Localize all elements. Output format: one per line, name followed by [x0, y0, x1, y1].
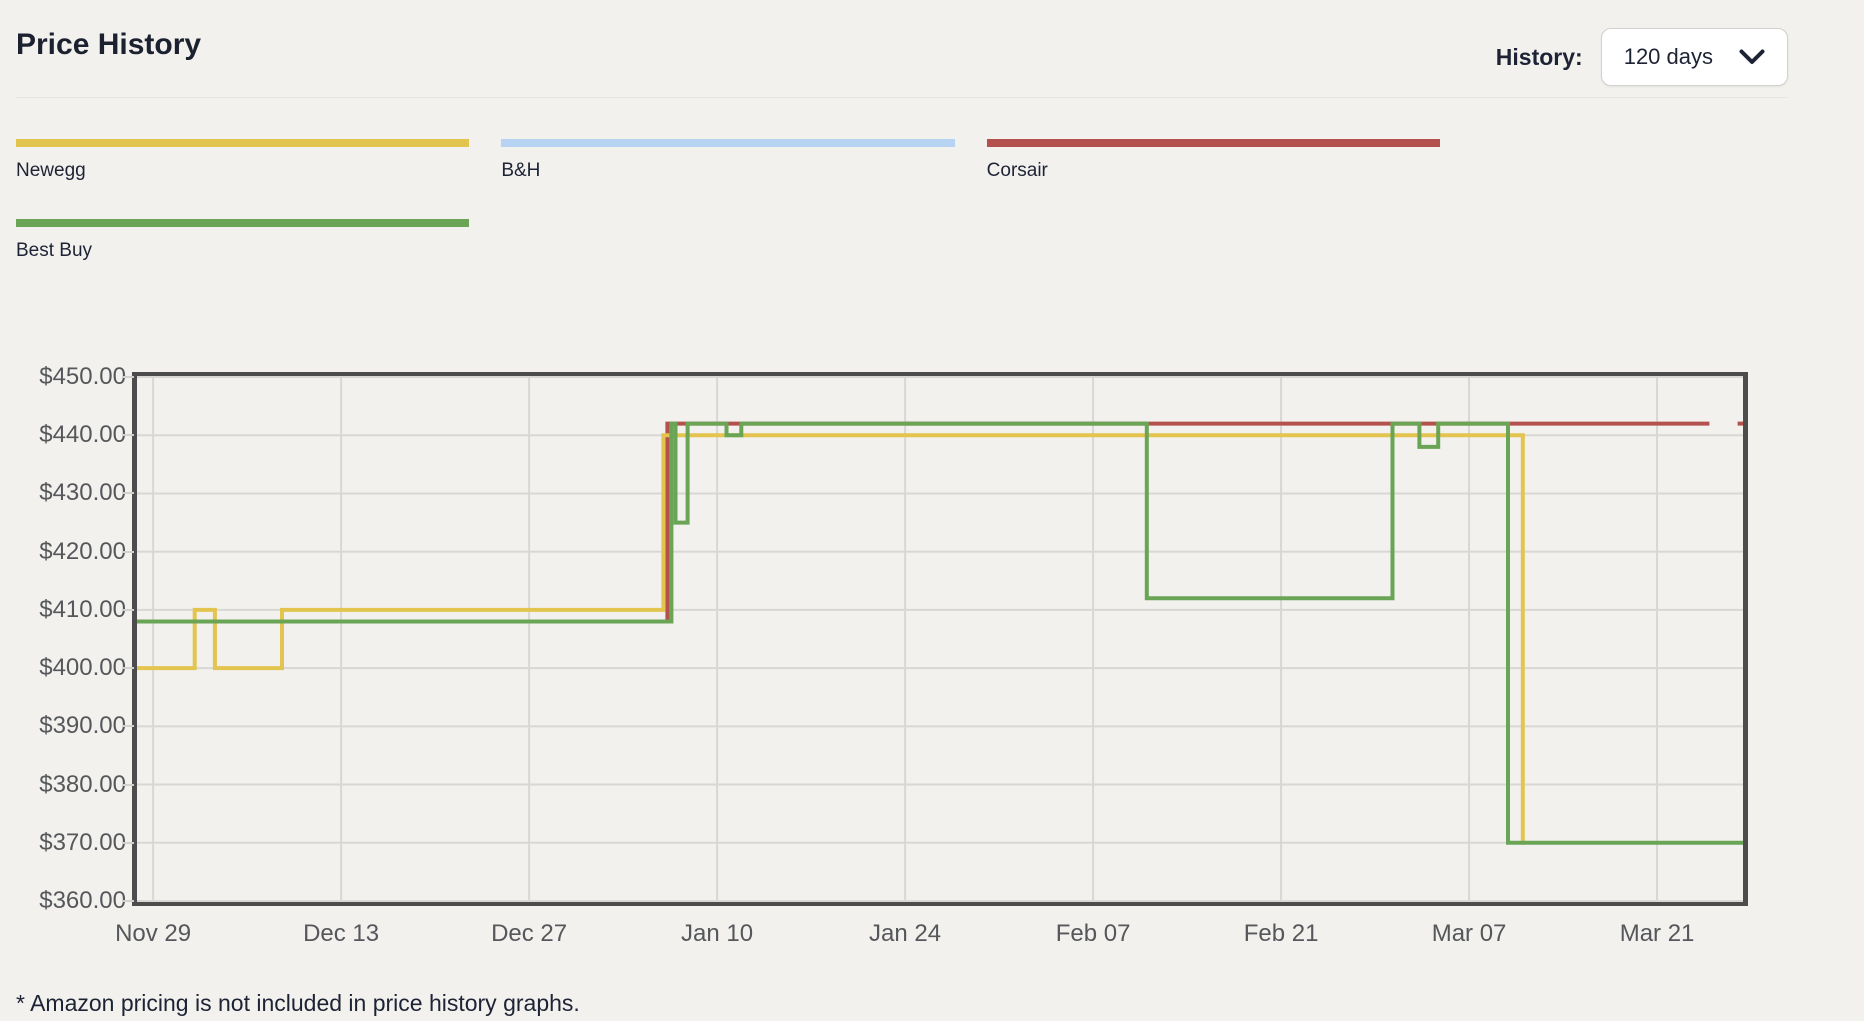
legend-swatch [501, 139, 955, 147]
legend-label: B&H [501, 160, 541, 181]
y-tick-label: $440.00 [39, 421, 126, 449]
y-tick-mark [122, 783, 134, 786]
x-tick-label: Dec 13 [303, 920, 380, 947]
y-axis-labels: $450.00 $440.00 $430.00 $420.00 $410.00 $400.… [0, 363, 126, 914]
y-tick-mark [122, 608, 134, 611]
y-tick-label: $370.00 [39, 828, 126, 856]
y-tick-label: $450.00 [39, 363, 126, 390]
legend-swatch [16, 219, 470, 227]
y-tick-label: $380.00 [39, 770, 126, 798]
legend-label: Best Buy [16, 240, 93, 261]
y-tick-mark [122, 492, 134, 495]
y-tick-mark [122, 376, 134, 378]
y-tick-mark [122, 667, 134, 670]
legend-item-best-buy[interactable]: Best Buy [16, 219, 470, 264]
y-tick-mark [122, 900, 134, 902]
page-title: Price History [16, 28, 202, 61]
series-line-corsair [137, 421, 1710, 624]
legend-item-corsair[interactable]: Corsair [986, 139, 1440, 184]
amazon-footnote: * Amazon pricing is not included in pric… [16, 990, 580, 1016]
y-tick-mark [122, 725, 134, 728]
history-select[interactable]: 120 days [1600, 28, 1788, 86]
y-tick-label: $400.00 [39, 654, 126, 682]
history-select-value: 120 days [1623, 44, 1713, 69]
chart-legend: Newegg B&H Corsair Best Buy [16, 139, 1440, 264]
series-line-best-buy [137, 421, 1743, 845]
y-tick-label: $360.00 [39, 887, 126, 914]
x-tick-label: Nov 29 [115, 920, 192, 947]
legend-label: Corsair [986, 160, 1048, 181]
y-tick-label: $420.00 [39, 537, 126, 565]
y-tick-label: $410.00 [39, 595, 126, 623]
chevron-down-icon [1739, 49, 1765, 64]
x-tick-label: Jan 24 [869, 920, 942, 947]
history-label: History: [1495, 43, 1583, 70]
chart-svg [137, 376, 1743, 902]
y-tick-label: $390.00 [39, 712, 126, 740]
y-tick-label: $430.00 [39, 479, 126, 507]
legend-label: Newegg [16, 160, 86, 181]
legend-item-newegg[interactable]: Newegg [16, 139, 470, 184]
header-divider [16, 97, 1788, 98]
series-line-newegg [137, 433, 1526, 845]
x-axis-labels: Nov 29 Dec 13 Dec 27 Jan 10 Jan 24 Feb 07 Feb … [115, 920, 1743, 950]
x-tick-label: Dec 27 [491, 920, 568, 947]
legend-swatch [986, 139, 1440, 147]
y-tick-mark [122, 841, 134, 844]
legend-swatch [16, 139, 470, 147]
x-tick-label: Mar 21 [1619, 920, 1695, 947]
price-history-chart[interactable] [132, 372, 1748, 906]
history-control: History: 120 days [1496, 28, 1788, 86]
gridlines [137, 376, 1743, 902]
x-tick-label: Jan 10 [681, 920, 754, 947]
x-tick-label: Feb 07 [1055, 920, 1131, 947]
legend-item-b-h[interactable]: B&H [501, 139, 955, 184]
y-tick-mark [122, 434, 134, 437]
x-tick-label: Feb 21 [1243, 920, 1319, 947]
x-tick-label: Mar 07 [1431, 920, 1507, 947]
y-tick-mark [122, 550, 134, 553]
